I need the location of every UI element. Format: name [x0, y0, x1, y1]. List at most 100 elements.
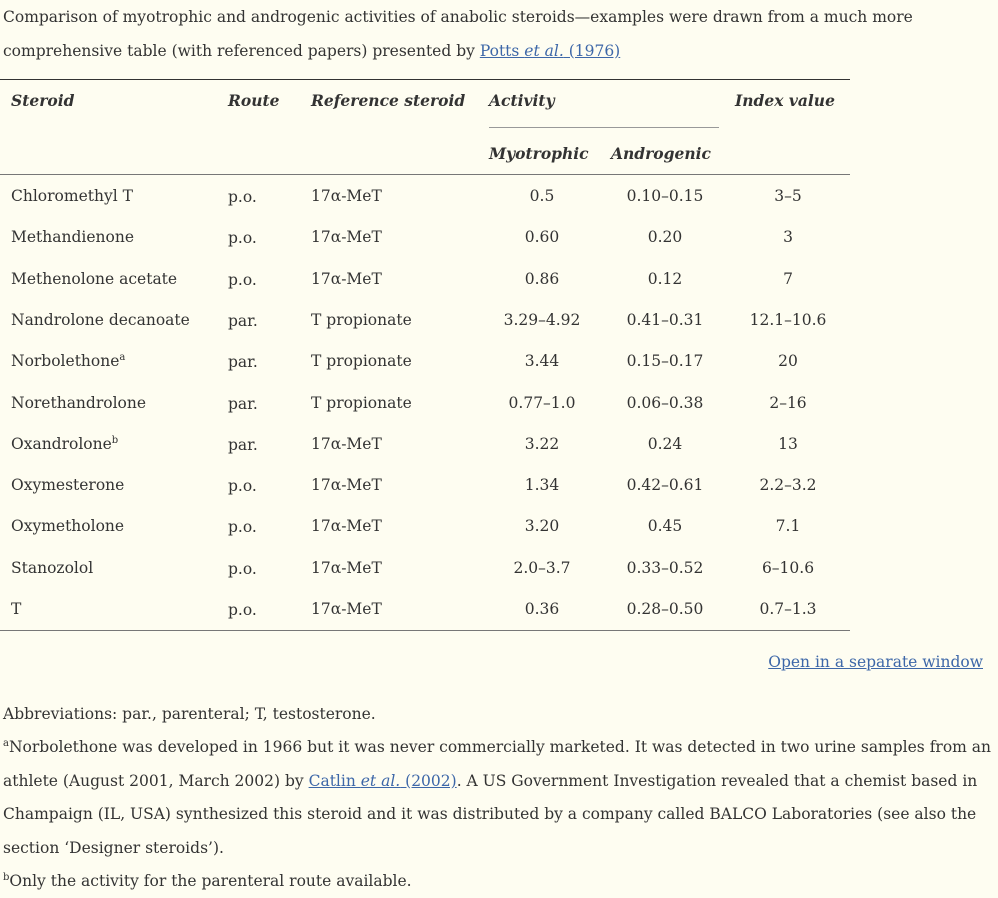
androgenic-value: 0.15–0.17	[626, 352, 704, 371]
steroid-value: Norethandrolone	[11, 393, 147, 412]
cell-androgenic: 0.06–0.38	[627, 393, 704, 413]
cell-reference: T propionate	[311, 310, 412, 330]
reference-value: T propionate	[311, 310, 412, 329]
androgenic-value: 0.28–0.50	[626, 600, 704, 618]
catlin-reference-link[interactable]: Catlin et al. (2002)	[309, 772, 457, 790]
route-value: p.o.	[228, 477, 257, 496]
cell-route: p.o.	[228, 476, 257, 496]
cell-steroid: Oxymesterone	[11, 475, 124, 495]
footnotes: Abbreviations: par., parenteral; T, test…	[3, 698, 998, 898]
cell-route: p.o.	[228, 559, 257, 579]
cell-index: 2.2–3.2	[759, 475, 816, 495]
header-steroid: Steroid	[11, 91, 75, 110]
reference-value: 17α-MeT	[311, 600, 382, 618]
header-route: Route	[228, 91, 280, 110]
open-in-separate-window-link[interactable]: Open in a separate window	[768, 653, 983, 671]
link-author: Potts	[479, 42, 525, 60]
myotrophic-value: 3.20	[524, 517, 560, 536]
index-value: 12.1–10.6	[749, 310, 827, 329]
cell-route: par.	[228, 311, 258, 331]
route-value: p.o.	[228, 229, 257, 248]
index-value: 0.7–1.3	[759, 600, 817, 618]
potts-reference-link[interactable]: Potts et al. (1976)	[480, 42, 620, 60]
table-top-rule	[0, 79, 850, 80]
link-year: (2002)	[400, 771, 457, 790]
cell-reference: 17α-MeT	[311, 269, 382, 289]
androgenic-value: 0.45	[647, 517, 683, 536]
steroid-value: Chloromethyl T	[11, 187, 133, 205]
androgenic-value: 0.24	[647, 434, 683, 453]
index-value: 7.1	[775, 517, 801, 536]
reference-value: 17α-MeT	[311, 558, 382, 577]
steroid-value: Oxymesterone	[11, 476, 125, 495]
cell-androgenic: 0.24	[648, 434, 683, 454]
route-value: par.	[228, 435, 258, 454]
cell-reference: 17α-MeT	[311, 558, 382, 578]
cell-steroid: T	[11, 599, 21, 619]
steroid-value: T	[11, 600, 22, 618]
steroid-value: Stanozolol	[11, 558, 94, 577]
index-value: 2.2–3.2	[759, 476, 817, 495]
cell-androgenic: 0.45	[648, 516, 683, 536]
index-value: 3–5	[774, 187, 802, 205]
cell-reference: 17α-MeT	[311, 475, 382, 495]
cell-myotrophic: 0.77–1.0	[509, 393, 576, 413]
footnote-b-text: Only the activity for the parenteral rou…	[9, 872, 412, 891]
myotrophic-value: 3.44	[524, 352, 560, 371]
header-bottom-rule	[0, 174, 850, 175]
index-value: 3	[783, 228, 793, 247]
steroid-value: Nandrolone decanoate	[11, 310, 190, 329]
cell-steroid: Stanozolol	[11, 558, 93, 578]
myotrophic-value: 3.29–4.92	[503, 310, 581, 329]
table-caption: Comparison of myotrophic and androgenic …	[3, 0, 998, 68]
cell-reference: 17α-MeT	[311, 599, 382, 619]
reference-value: 17α-MeT	[311, 434, 382, 453]
cell-androgenic: 0.33–0.52	[627, 558, 704, 578]
index-value: 7	[783, 269, 793, 288]
cell-androgenic: 0.15–0.17	[627, 351, 704, 371]
steroid-value: Methenolone acetate	[11, 269, 178, 288]
cell-androgenic: 0.42–0.61	[627, 475, 704, 495]
myotrophic-value: 0.60	[524, 228, 560, 247]
cell-route: p.o.	[228, 600, 257, 620]
androgenic-value: 0.20	[647, 228, 683, 247]
reference-value: T propionate	[311, 352, 412, 371]
myotrophic-value: 3.22	[524, 434, 560, 453]
cell-index: 7	[783, 269, 793, 289]
footnote-a-marker: a	[3, 738, 9, 750]
header-androgenic: Androgenic	[611, 144, 711, 163]
cell-myotrophic: 2.0–3.7	[513, 558, 570, 578]
reference-value: 17α-MeT	[311, 517, 382, 536]
cell-index: 2–16	[769, 393, 806, 413]
cell-steroid: Norbolethonea	[11, 351, 125, 371]
cell-index: 20	[778, 351, 798, 371]
index-value: 20	[778, 352, 798, 371]
cell-index: 13	[778, 434, 798, 454]
cell-route: par.	[228, 435, 258, 455]
footnote-a: aNorbolethone was developed in 1966 but …	[3, 731, 998, 865]
reference-value: T propionate	[311, 393, 412, 412]
link-etal: et al.	[524, 42, 564, 60]
header-index: Index value	[735, 91, 835, 110]
footnote-b-marker: b	[3, 871, 10, 883]
footnote-a-text: Norbolethone was developed in 1966 but i…	[3, 738, 992, 790]
cell-index: 6–10.6	[762, 558, 814, 578]
abbreviations-note: Abbreviations: par., parenteral; T, test…	[3, 705, 376, 723]
myotrophic-value: 2.0–3.7	[513, 558, 571, 577]
cell-androgenic: 0.20	[648, 227, 683, 247]
route-value: p.o.	[228, 559, 257, 578]
cell-steroid: Oxandroloneb	[11, 434, 118, 454]
cell-index: 7.1	[776, 516, 801, 536]
footnote-marker: a	[119, 352, 126, 364]
link-year: (1976)	[563, 42, 621, 60]
cell-myotrophic: 0.60	[525, 227, 560, 247]
activity-rule	[489, 127, 719, 128]
cell-androgenic: 0.12	[648, 269, 683, 289]
route-value: par.	[228, 311, 258, 330]
cell-myotrophic: 3.22	[525, 434, 560, 454]
cell-reference: T propionate	[311, 393, 412, 413]
steroid-value: Norbolethone	[11, 352, 120, 371]
steroid-value: Oxymetholone	[11, 517, 125, 536]
index-value: 2–16	[769, 393, 807, 412]
route-value: p.o.	[228, 188, 257, 206]
